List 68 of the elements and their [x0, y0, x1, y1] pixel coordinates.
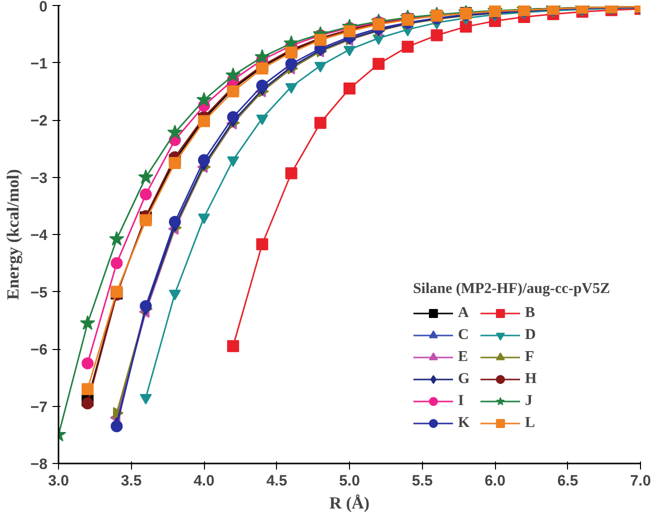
point [110, 420, 123, 432]
x-tick-label: 4.0 [194, 472, 214, 490]
legend-label: A [458, 304, 470, 322]
point [198, 115, 210, 128]
point [227, 156, 240, 167]
point [196, 92, 212, 107]
point [225, 67, 241, 82]
point [372, 58, 385, 70]
legend-label: H [524, 370, 538, 388]
x-tick-label: 7.0 [630, 472, 651, 490]
point [402, 40, 414, 53]
legend-label: G [458, 370, 471, 388]
point [140, 214, 152, 226]
point [167, 124, 183, 140]
point [138, 169, 154, 184]
legend-label: I [458, 392, 465, 410]
x-tick-label: 5.0 [339, 472, 360, 490]
point [256, 238, 268, 250]
y-tick-label: −1 [30, 55, 48, 72]
y-axis-title: Energy (kcal/mol) [3, 169, 22, 300]
y-tick-label: −6 [30, 342, 48, 358]
point [168, 216, 181, 228]
point [314, 62, 326, 72]
legend-label: D [524, 326, 537, 344]
point [430, 29, 443, 42]
x-tick-label: 5.5 [412, 472, 433, 490]
x-tick-label: 4.5 [266, 472, 288, 490]
y-tick-label: −4 [30, 227, 48, 244]
point [82, 397, 94, 410]
point [256, 80, 268, 92]
x-axis-title: R (Å) [329, 494, 370, 512]
x-tick-label: 3.0 [48, 472, 69, 490]
point [227, 111, 240, 124]
point [344, 82, 356, 95]
point [82, 383, 94, 396]
y-tick-label: 0 [39, 0, 48, 16]
point [285, 167, 298, 180]
y-tick-label: −3 [30, 170, 48, 187]
point [198, 154, 210, 166]
point [140, 188, 152, 200]
legend-title: Silane (MP2-HF)/aug-cc-pV5Z [412, 281, 610, 298]
x-tick-label: 6.5 [557, 472, 578, 490]
legend-label: E [458, 348, 469, 366]
legend-label: K [458, 414, 471, 432]
point [109, 231, 124, 246]
x-tick-label: 6.0 [484, 472, 506, 490]
point [82, 357, 94, 370]
point [110, 257, 123, 270]
y-tick-label: −7 [30, 398, 48, 416]
point [344, 46, 356, 56]
y-tick-label: −8 [30, 456, 48, 473]
point [227, 340, 240, 352]
point [227, 85, 240, 98]
point [460, 20, 472, 33]
legend-label: C [458, 326, 470, 344]
point [254, 49, 270, 64]
point [140, 300, 152, 312]
legend-label: B [524, 304, 536, 322]
point [314, 116, 326, 129]
legend-label: J [524, 392, 534, 410]
legend-label: F [524, 348, 536, 366]
y-tick-label: −5 [30, 284, 48, 302]
x-tick-label: 3.5 [120, 472, 142, 490]
point [80, 315, 96, 330]
legend-label: L [524, 414, 536, 432]
point [285, 58, 298, 70]
y-tick-label: −2 [30, 112, 48, 130]
point [168, 156, 181, 169]
